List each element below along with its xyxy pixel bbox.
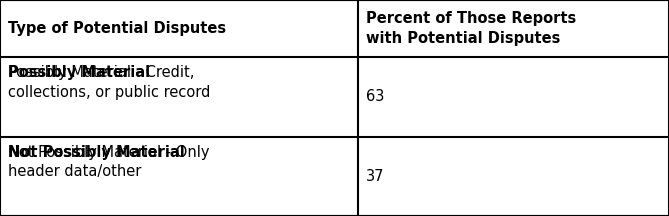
Text: Percent of Those Reports
with Potential Disputes: Percent of Those Reports with Potential …	[366, 11, 576, 46]
Text: 37: 37	[366, 169, 385, 184]
Text: Not Possibly Material: Not Possibly Material	[8, 145, 185, 160]
Text: Type of Potential Disputes: Type of Potential Disputes	[8, 21, 226, 36]
Text: 63: 63	[366, 89, 384, 105]
Text: Not Possibly Material - Only
header data/other: Not Possibly Material - Only header data…	[8, 145, 209, 179]
Text: Possibly Material - Credit,
collections, or public record: Possibly Material - Credit, collections,…	[8, 65, 210, 100]
Text: Possibly Material: Possibly Material	[8, 65, 150, 80]
